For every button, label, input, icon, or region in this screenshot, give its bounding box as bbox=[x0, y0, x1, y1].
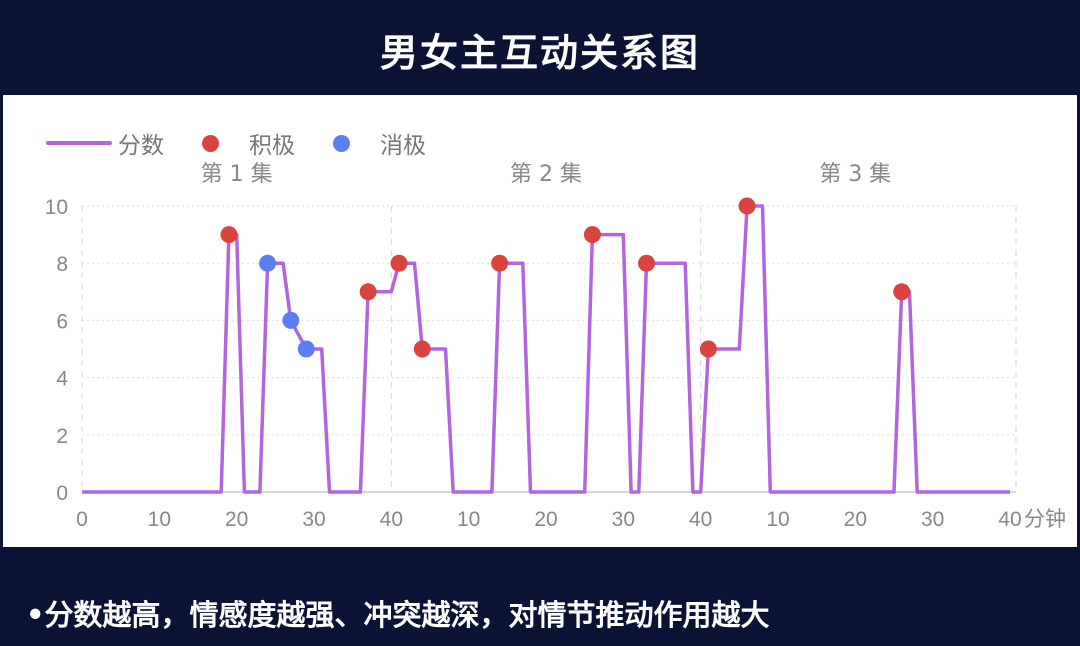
negative-marker bbox=[282, 311, 300, 329]
y-tick-label: 8 bbox=[56, 253, 68, 276]
x-tick-label: 20 bbox=[534, 508, 557, 531]
positive-marker bbox=[699, 340, 717, 358]
positive-marker bbox=[583, 226, 601, 244]
episode-label: 第 3 集 bbox=[819, 162, 891, 187]
legend-line-swatch bbox=[46, 141, 112, 145]
positive-marker bbox=[638, 254, 656, 272]
positive-marker bbox=[390, 254, 408, 272]
x-tick-label: 30 bbox=[921, 508, 944, 531]
y-tick-label: 0 bbox=[56, 482, 68, 505]
positive-marker bbox=[893, 283, 911, 301]
legend-dot-positive bbox=[202, 134, 219, 152]
x-tick-label: 10 bbox=[148, 508, 171, 531]
legend-dot-negative bbox=[333, 134, 350, 152]
positive-marker bbox=[359, 283, 377, 301]
x-tick-label: 10 bbox=[457, 508, 480, 531]
positive-marker bbox=[738, 197, 756, 215]
negative-marker bbox=[297, 340, 315, 358]
positive-marker bbox=[413, 340, 431, 358]
episode-label: 第 1 集 bbox=[201, 162, 273, 187]
footer-note: •分数越高，情感度越强、冲突越深，对情节推动作用越大 bbox=[26, 598, 770, 632]
y-tick-label: 4 bbox=[56, 368, 68, 391]
x-tick-label: 40 bbox=[380, 508, 403, 531]
x-tick-label: 40 bbox=[689, 508, 712, 531]
legend-label-negative: 消极 bbox=[380, 133, 426, 159]
x-tick-label: 30 bbox=[612, 508, 635, 531]
legend-label-positive: 积极 bbox=[249, 133, 295, 159]
positive-marker bbox=[491, 254, 509, 272]
positive-marker bbox=[220, 226, 238, 244]
x-tick-label: 40 bbox=[998, 508, 1021, 531]
episode-label: 第 2 集 bbox=[510, 162, 582, 187]
y-tick-label: 2 bbox=[56, 425, 68, 448]
x-tick-label: 20 bbox=[844, 508, 867, 531]
x-axis-label: 分钟 bbox=[1024, 507, 1066, 531]
x-tick-label: 10 bbox=[766, 508, 789, 531]
page-title: 男女主互动关系图 bbox=[379, 31, 700, 75]
x-tick-label: 0 bbox=[76, 508, 88, 531]
x-tick-label: 20 bbox=[225, 508, 248, 531]
negative-marker bbox=[259, 254, 277, 272]
legend-label-score: 分数 bbox=[118, 133, 164, 159]
y-tick-label: 6 bbox=[56, 310, 68, 333]
chart-legend: 分数 积极 消极 bbox=[46, 126, 426, 160]
y-tick-label: 10 bbox=[45, 196, 68, 219]
score-line bbox=[82, 204, 1010, 494]
x-tick-label: 30 bbox=[302, 508, 325, 531]
